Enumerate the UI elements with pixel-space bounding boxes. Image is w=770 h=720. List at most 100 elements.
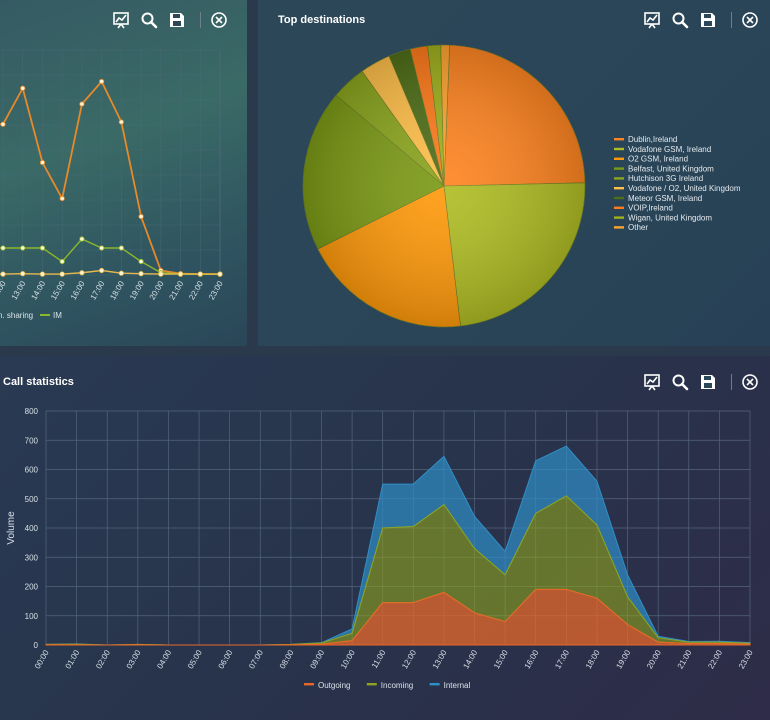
x-tick-label: 14:00 xyxy=(29,279,47,301)
y-tick-label: 100 xyxy=(25,612,39,621)
legend-item[interactable]: Meteor GSM, Ireland xyxy=(614,194,702,203)
x-tick-label: 03:00 xyxy=(125,648,143,670)
legend-swatch xyxy=(614,216,624,219)
legend-label: Incoming xyxy=(381,681,413,690)
y-tick-label: 300 xyxy=(25,553,39,562)
legend-item[interactable]: Internal xyxy=(429,681,471,690)
legend-label: Dublin,Ireland xyxy=(628,135,677,144)
x-tick-label: 00:00 xyxy=(33,648,51,670)
y-tick-label: 400 xyxy=(25,524,39,533)
legend-item[interactable]: Dublin,Ireland xyxy=(614,135,677,144)
legend-swatch xyxy=(614,196,624,200)
hourly-line-chart: 12:00 13:00 14:00 15:00 16:00 17:00 18:00 19:00… xyxy=(0,49,225,320)
legend-item[interactable]: Vodafone GSM, Ireland xyxy=(614,145,711,154)
x-tick-label: 20:00 xyxy=(645,648,663,670)
pie-slice xyxy=(443,182,586,327)
series-line xyxy=(0,238,220,275)
legend-swatch xyxy=(614,157,624,160)
x-tick-label: 02:00 xyxy=(94,648,112,670)
close-icon[interactable] xyxy=(741,11,759,29)
x-tick-label: 16:00 xyxy=(523,648,541,670)
legend-item[interactable]: VOIP,Ireland xyxy=(614,204,673,213)
x-tick-label: 18:00 xyxy=(584,648,602,670)
x-tick-label: 05:00 xyxy=(186,648,204,670)
toolbar-divider xyxy=(731,12,732,28)
legend-item[interactable]: Other xyxy=(614,223,648,232)
legend: n. sharing IM xyxy=(0,311,62,320)
x-tick-label: 22:00 xyxy=(706,648,724,670)
search-icon[interactable] xyxy=(140,11,158,29)
x-tick-label: 04:00 xyxy=(155,648,173,670)
data-point xyxy=(39,159,46,166)
x-tick-label: 09:00 xyxy=(308,648,326,670)
x-tick-label: 08:00 xyxy=(278,648,296,670)
data-point xyxy=(197,271,203,277)
data-point xyxy=(59,195,65,202)
hourly-activity-panel: 12:00 13:00 14:00 15:00 16:00 17:00 18:00 19:00… xyxy=(0,0,247,346)
x-tick-label: 10:00 xyxy=(339,648,357,670)
data-point xyxy=(59,258,65,265)
save-icon[interactable] xyxy=(168,11,186,29)
data-point xyxy=(99,78,105,85)
legend-label: Other xyxy=(628,223,648,232)
legend-item[interactable]: Belfast, United Kingdom xyxy=(614,164,714,173)
close-icon[interactable] xyxy=(210,11,228,29)
x-tick-label: 13:00 xyxy=(431,648,449,670)
legend-item[interactable]: Outgoing xyxy=(304,681,350,690)
legend-item[interactable]: Incoming xyxy=(366,681,413,690)
data-point xyxy=(79,270,85,276)
legend-label: Belfast, United Kingdom xyxy=(628,164,714,173)
x-tick-label: 22:00 xyxy=(187,279,205,301)
y-axis-label: Volume xyxy=(6,511,17,545)
y-tick-label: 500 xyxy=(25,495,39,504)
x-tick-label: 12:00 xyxy=(0,279,8,301)
x-tick-label: 07:00 xyxy=(247,648,265,670)
legend-swatch xyxy=(40,314,50,316)
data-point xyxy=(59,271,65,277)
x-tick-label: 23:00 xyxy=(737,648,755,670)
save-icon[interactable] xyxy=(699,373,717,391)
legend-item[interactable]: O2 GSM, Ireland xyxy=(614,155,688,164)
legend-item[interactable]: Hutchison 3G Ireland xyxy=(614,174,703,183)
data-point xyxy=(0,121,6,127)
data-point xyxy=(39,245,46,251)
data-point xyxy=(0,245,6,251)
search-icon[interactable] xyxy=(671,11,689,29)
legend-label: Outgoing xyxy=(318,681,350,690)
y-tick-label: 200 xyxy=(25,583,39,592)
x-tick-label: 14:00 xyxy=(461,648,479,670)
chart-icon[interactable] xyxy=(643,11,661,29)
legend-label: Meteor GSM, Ireland xyxy=(628,194,702,203)
legend-item[interactable]: Vodafone / O2, United Kingdom xyxy=(614,184,741,193)
legend-label: O2 GSM, Ireland xyxy=(628,155,688,164)
chart-icon[interactable] xyxy=(643,373,661,391)
data-point xyxy=(99,245,105,251)
legend-swatch xyxy=(366,683,377,686)
x-tick-label: 20:00 xyxy=(148,279,166,301)
x-tick-label: 23:00 xyxy=(207,279,225,301)
series-line xyxy=(0,269,220,275)
data-point xyxy=(39,271,46,277)
bottom-panel-toolbar xyxy=(643,373,768,393)
toolbar-divider xyxy=(731,374,732,390)
legend-swatch xyxy=(614,167,624,170)
chart-icon[interactable] xyxy=(112,11,130,29)
legend-item[interactable]: Wigan, United Kingdom xyxy=(614,213,712,222)
left-panel-toolbar xyxy=(112,11,242,31)
legend-swatch xyxy=(429,683,440,686)
y-tick-label: 0 xyxy=(34,641,39,650)
panel-title-right: Top destinations xyxy=(278,14,366,26)
search-icon[interactable] xyxy=(671,373,689,391)
data-point xyxy=(20,245,26,251)
legend-swatch xyxy=(614,226,624,229)
area-series xyxy=(45,588,751,646)
toolbar-divider xyxy=(200,12,201,28)
close-icon[interactable] xyxy=(741,373,759,391)
top-destinations-panel: Top destinations Dublin,Ireland Vodafone … xyxy=(258,0,770,346)
data-point xyxy=(217,271,223,277)
save-icon[interactable] xyxy=(699,11,717,29)
panel-title-bottom: Call statistics xyxy=(3,376,74,388)
x-tick-label: 01:00 xyxy=(64,648,82,670)
data-point xyxy=(118,119,124,125)
